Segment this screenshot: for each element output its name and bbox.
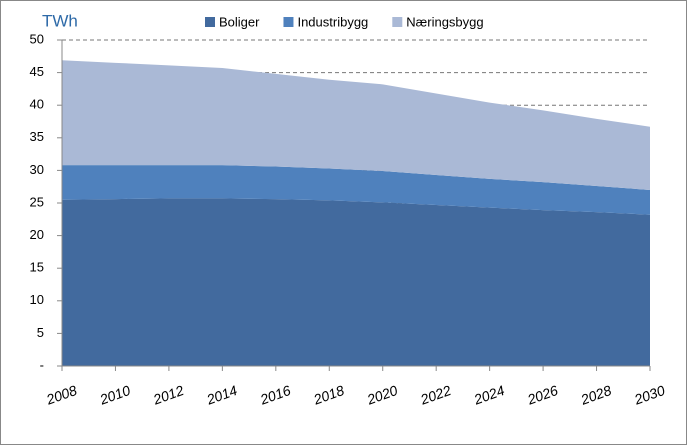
y-tick-label: 30 xyxy=(30,162,44,177)
legend-label: Industribygg xyxy=(297,14,368,29)
legend-swatch xyxy=(392,17,403,27)
legend-swatch xyxy=(205,17,215,27)
y-tick-label: 10 xyxy=(30,292,44,307)
y-tick-label: 35 xyxy=(30,129,44,144)
y-tick-label: 25 xyxy=(30,194,44,209)
y-tick-label: 20 xyxy=(30,227,44,242)
y-tick-label: 50 xyxy=(30,31,44,46)
area xyxy=(62,198,650,366)
area xyxy=(62,165,650,215)
y-tick-label: 40 xyxy=(30,97,44,112)
y-tick-label: 15 xyxy=(30,260,44,275)
y-tick-label: 45 xyxy=(30,64,44,79)
y-axis-label: TWh xyxy=(42,11,78,30)
y-tick-label: - xyxy=(40,357,44,372)
legend-label: Boliger xyxy=(219,14,260,29)
y-tick-label: 5 xyxy=(37,325,44,340)
legend-label: Næringsbygg xyxy=(406,14,483,29)
legend-swatch xyxy=(283,17,294,27)
area xyxy=(62,60,650,190)
